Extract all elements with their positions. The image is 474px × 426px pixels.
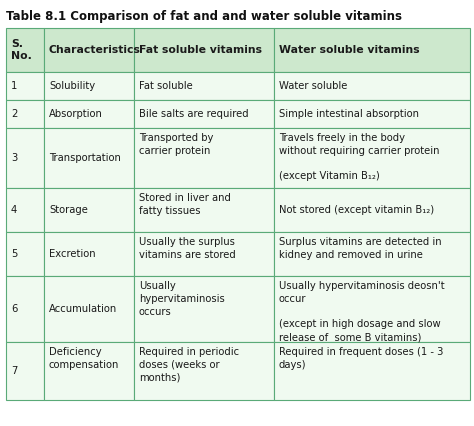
Bar	[44, 100, 134, 128]
Text: Fat soluble vitamins: Fat soluble vitamins	[139, 45, 262, 55]
Bar	[274, 276, 470, 342]
Text: Fat soluble: Fat soluble	[139, 81, 193, 91]
Bar	[134, 72, 274, 100]
Text: 6: 6	[11, 304, 18, 314]
Text: 3: 3	[11, 153, 17, 163]
Text: Stored in liver and
fatty tissues: Stored in liver and fatty tissues	[139, 193, 231, 216]
Bar	[44, 28, 134, 72]
Bar	[134, 232, 274, 276]
Bar	[44, 276, 134, 342]
Text: 5: 5	[11, 249, 18, 259]
Bar	[44, 72, 134, 100]
Bar	[274, 72, 470, 100]
Text: Transported by
carrier protein: Transported by carrier protein	[139, 133, 213, 156]
Text: 2: 2	[11, 109, 18, 119]
Bar	[6, 128, 44, 188]
Text: Transportation: Transportation	[49, 153, 121, 163]
Bar	[274, 128, 470, 188]
Bar	[274, 342, 470, 400]
Bar	[6, 100, 44, 128]
Bar	[44, 128, 134, 188]
Bar	[6, 28, 44, 72]
Text: Usually
hypervitaminosis
occurs: Usually hypervitaminosis occurs	[139, 281, 225, 317]
Bar	[6, 276, 44, 342]
Text: Characteristics: Characteristics	[49, 45, 141, 55]
Text: Water soluble vitamins: Water soluble vitamins	[279, 45, 419, 55]
Bar	[274, 100, 470, 128]
Bar	[274, 188, 470, 232]
Text: Solubility: Solubility	[49, 81, 95, 91]
Text: 7: 7	[11, 366, 18, 376]
Bar	[6, 72, 44, 100]
Bar	[134, 342, 274, 400]
Bar	[134, 28, 274, 72]
Text: Bile salts are required: Bile salts are required	[139, 109, 249, 119]
Bar	[44, 188, 134, 232]
Bar	[134, 100, 274, 128]
Bar	[274, 28, 470, 72]
Text: Usually hypervitaminosis deosn't
occur

(except in high dosage and slow
release : Usually hypervitaminosis deosn't occur (…	[279, 281, 445, 342]
Text: Storage: Storage	[49, 205, 88, 215]
Text: S.
No.: S. No.	[11, 39, 32, 61]
Text: Excretion: Excretion	[49, 249, 96, 259]
Bar	[134, 188, 274, 232]
Text: 1: 1	[11, 81, 18, 91]
Text: Surplus vitamins are detected in
kidney and removed in urine: Surplus vitamins are detected in kidney …	[279, 237, 442, 260]
Text: Absorption: Absorption	[49, 109, 103, 119]
Text: 4: 4	[11, 205, 17, 215]
Text: Simple intestinal absorption: Simple intestinal absorption	[279, 109, 419, 119]
Bar	[274, 232, 470, 276]
Text: Required in frequent doses (1 - 3
days): Required in frequent doses (1 - 3 days)	[279, 347, 443, 370]
Bar	[134, 128, 274, 188]
Text: Deficiency
compensation: Deficiency compensation	[49, 347, 119, 370]
Bar	[6, 232, 44, 276]
Text: Water soluble: Water soluble	[279, 81, 347, 91]
Bar	[44, 232, 134, 276]
Text: Table 8.1 Comparison of fat and and water soluble vitamins: Table 8.1 Comparison of fat and and wate…	[6, 10, 402, 23]
Text: Travels freely in the body
without requiring carrier protein

(except Vitamin B₁: Travels freely in the body without requi…	[279, 133, 439, 181]
Bar	[6, 342, 44, 400]
Text: Required in periodic
doses (weeks or
months): Required in periodic doses (weeks or mon…	[139, 347, 239, 383]
Bar	[6, 188, 44, 232]
Text: Not stored (except vitamin B₁₂): Not stored (except vitamin B₁₂)	[279, 205, 434, 215]
Text: Accumulation: Accumulation	[49, 304, 117, 314]
Bar	[134, 276, 274, 342]
Bar	[44, 342, 134, 400]
Text: Usually the surplus
vitamins are stored: Usually the surplus vitamins are stored	[139, 237, 236, 260]
